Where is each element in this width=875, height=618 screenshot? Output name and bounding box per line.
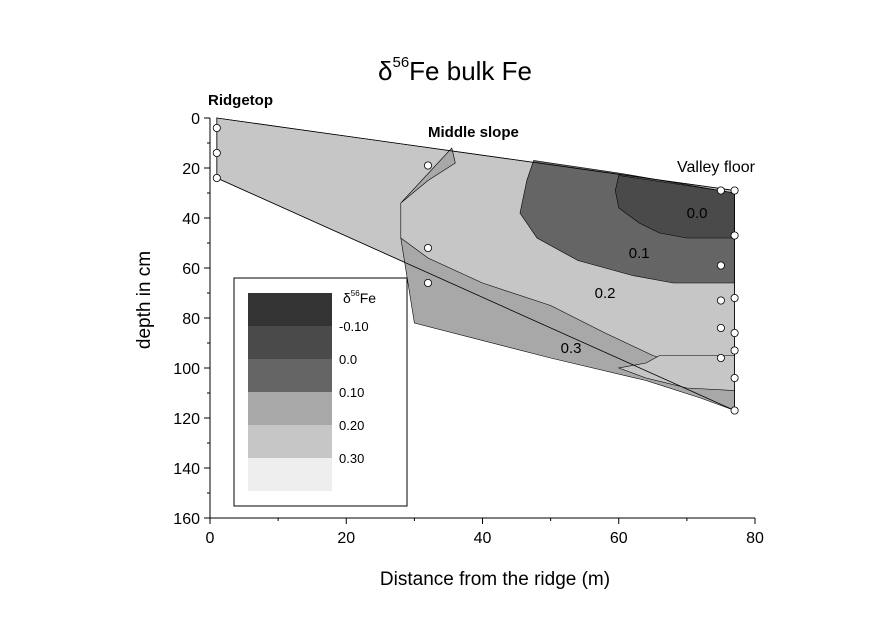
legend-title-text: Fe xyxy=(360,290,377,306)
sample-points xyxy=(212,124,739,415)
sample-point-9 xyxy=(716,261,725,270)
title-superscript: 56 xyxy=(392,54,409,71)
sample-point-3 xyxy=(423,161,432,170)
sample-point-17 xyxy=(730,406,739,415)
sample-point-11 xyxy=(730,293,739,302)
legend-label-0: -0.10 xyxy=(339,319,369,334)
contour-region-3 xyxy=(614,175,735,239)
y-ticks: 0 20 40 60 80 100 120 140 160 xyxy=(173,111,210,528)
y-axis-title: depth in cm xyxy=(134,251,155,349)
title-text: Fe bulk Fe xyxy=(409,56,532,86)
sample-point-16 xyxy=(730,373,739,382)
sample-point-12 xyxy=(716,323,725,332)
contour-label-2: 0.2 xyxy=(595,285,616,302)
y-tick-label-8: 160 xyxy=(173,511,200,528)
legend-title-superscript: 56 xyxy=(351,289,360,298)
y-tick-label-6: 120 xyxy=(173,411,200,428)
legend-swatch-1 xyxy=(248,326,332,359)
legend-swatch-5 xyxy=(248,458,332,491)
sample-point-0 xyxy=(212,124,221,133)
sample-point-5 xyxy=(423,278,432,287)
x-tick-label-1: 20 xyxy=(337,530,355,547)
x-ticks: 0 20 40 60 80 xyxy=(206,518,764,547)
y-tick-label-2: 40 xyxy=(182,211,200,228)
y-tick-label-4: 80 xyxy=(182,311,200,328)
sample-point-8 xyxy=(730,231,739,240)
chart-title: δ56Fe bulk Fe xyxy=(378,54,532,86)
annotation-valley-floor: Valley floor xyxy=(677,159,756,176)
legend-title-delta: δ xyxy=(343,290,351,306)
sample-point-7 xyxy=(730,186,739,195)
sample-point-15 xyxy=(716,353,725,362)
legend-swatches xyxy=(248,293,332,491)
sample-point-1 xyxy=(212,148,221,157)
legend-swatch-3 xyxy=(248,392,332,425)
sample-point-10 xyxy=(716,296,725,305)
y-tick-label-7: 140 xyxy=(173,461,200,478)
x-tick-label-2: 40 xyxy=(474,530,492,547)
legend-label-2: 0.10 xyxy=(339,385,364,400)
sample-point-13 xyxy=(730,328,739,337)
legend-label-1: 0.0 xyxy=(339,352,357,367)
title-delta: δ xyxy=(378,56,392,86)
x-axis-title: Distance from the ridge (m) xyxy=(380,569,610,590)
x-tick-label-0: 0 xyxy=(206,530,215,547)
contour-label-3: 0.3 xyxy=(561,340,582,357)
legend-title: δ56Fe xyxy=(343,289,376,306)
contour-labels: 0.0 0.1 0.2 0.3 xyxy=(561,205,708,357)
contour-label-1: 0.1 xyxy=(629,245,650,262)
legend-labels: -0.10 0.0 0.10 0.20 0.30 xyxy=(339,319,369,466)
y-tick-label-5: 100 xyxy=(173,361,200,378)
legend-label-4: 0.30 xyxy=(339,451,364,466)
y-tick-label-0: 0 xyxy=(191,111,200,128)
contour-label-0: 0.0 xyxy=(687,205,708,222)
x-tick-label-3: 60 xyxy=(610,530,628,547)
legend-swatch-2 xyxy=(248,359,332,392)
annotation-middle-slope: Middle slope xyxy=(428,124,519,141)
y-tick-label-1: 20 xyxy=(182,161,200,178)
y-tick-label-3: 60 xyxy=(182,261,200,278)
annotation-ridgetop: Ridgetop xyxy=(208,92,273,109)
legend-swatch-4 xyxy=(248,425,332,458)
legend-swatch-0 xyxy=(248,293,332,326)
sample-point-14 xyxy=(730,346,739,355)
legend: δ56Fe -0.10 0.0 0.10 0.20 0.30 xyxy=(233,277,408,507)
plot-regions xyxy=(216,117,735,411)
x-tick-label-4: 80 xyxy=(746,530,764,547)
sample-point-4 xyxy=(423,243,432,252)
sample-point-6 xyxy=(716,186,725,195)
sample-point-2 xyxy=(212,173,221,182)
legend-label-3: 0.20 xyxy=(339,418,364,433)
